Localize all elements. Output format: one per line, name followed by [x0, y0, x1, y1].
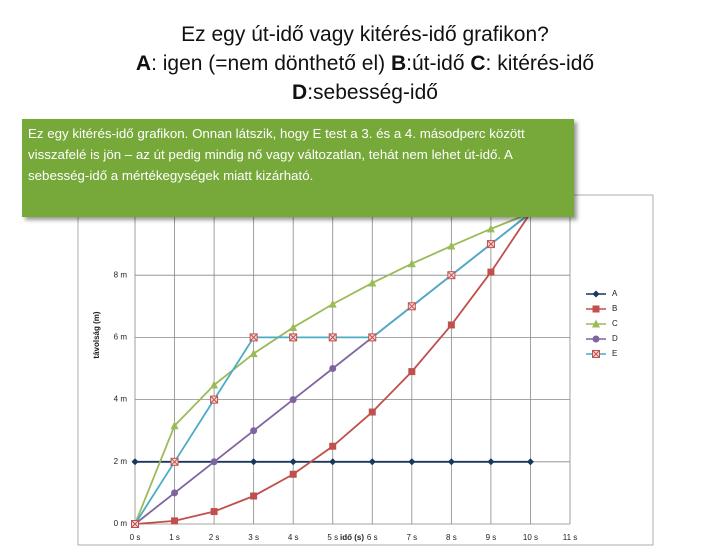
x-tick-label: 2 s: [209, 533, 220, 542]
legend-label: C: [612, 319, 618, 328]
marker: [368, 408, 376, 416]
legend-marker: [592, 290, 600, 298]
marker-cross: [368, 333, 377, 342]
marker: [210, 380, 219, 389]
marker-cross: [407, 302, 416, 311]
title-line: A: igen (=nem dönthető el) B:út-idő C: k…: [40, 49, 690, 78]
title-segment: D: [292, 81, 308, 104]
marker: [368, 278, 377, 287]
marker-cross: [131, 520, 139, 528]
x-tick-label: 8 s: [446, 533, 457, 542]
marker: [289, 470, 297, 478]
x-tick-label: 11 s: [563, 533, 578, 542]
marker: [210, 508, 218, 516]
slide-title: Ez egy út-idő vagy kitérés-idő grafikon?…: [40, 20, 690, 107]
marker: [408, 458, 416, 466]
x-tick-label: 0 s: [130, 533, 141, 542]
legend-marker: [592, 335, 600, 343]
marker: [131, 520, 139, 528]
x-tick-label: 6 s: [367, 533, 378, 542]
title-segment: A: [135, 52, 152, 75]
marker: [329, 365, 337, 372]
marker-cross: [249, 333, 258, 342]
x-tick-label: 1 s: [169, 533, 180, 542]
marker: [447, 271, 456, 280]
x-tick-label: 7 s: [406, 533, 417, 542]
marker-cross: [289, 333, 298, 342]
marker: [447, 241, 456, 250]
marker: [329, 442, 337, 450]
title-segment: :sebesség-idő: [307, 81, 438, 104]
marker: [289, 396, 297, 404]
marker: [407, 302, 416, 311]
marker: [171, 489, 179, 497]
marker: [408, 368, 416, 376]
x-tick-label: 4 s: [288, 533, 299, 542]
legend-label: D: [612, 334, 618, 343]
y-tick-label: 0 m: [114, 519, 128, 528]
title-segment: B: [390, 52, 407, 75]
title-line: D:sebesség-idő: [40, 78, 690, 107]
marker-cross: [592, 350, 600, 358]
marker: [210, 458, 218, 466]
callout: Ez egy kitérés-idő grafikon. Onnan látsz…: [22, 119, 574, 217]
chart-frame: [77, 194, 654, 546]
marker: [249, 349, 258, 358]
marker: [368, 333, 377, 342]
marker: [407, 259, 416, 268]
marker: [250, 458, 258, 466]
marker: [289, 333, 298, 342]
marker: [328, 299, 337, 308]
marker: [170, 421, 179, 430]
marker: [487, 268, 495, 276]
marker-cross: [170, 457, 179, 466]
y-axis-title: távolság (m): [92, 311, 101, 358]
marker-cross: [447, 271, 456, 280]
marker: [250, 492, 258, 500]
x-tick-label: 10 s: [523, 533, 538, 542]
title-segment: :út-idő: [406, 52, 471, 75]
y-tick-label: 8 m: [114, 270, 128, 279]
marker: [289, 322, 298, 331]
title-segment: Ez egy út-idő vagy kitérés-idő grafikon?: [181, 23, 549, 46]
legend-marker: [592, 305, 600, 313]
legend-marker: [592, 319, 600, 328]
marker: [329, 458, 337, 466]
marker-cross: [210, 395, 218, 404]
marker-cross: [328, 333, 337, 342]
title-segment: : igen (=nem dönthető el): [151, 52, 391, 75]
marker: [171, 517, 179, 525]
x-tick-label: 9 s: [486, 533, 497, 542]
legend-label: E: [612, 349, 617, 358]
marker: [210, 395, 219, 404]
marker: [250, 427, 258, 435]
x-tick-label: 3 s: [248, 533, 259, 542]
marker: [131, 458, 139, 466]
marker: [486, 240, 495, 249]
y-tick-label: 4 m: [114, 395, 128, 404]
title-segment: : kitérés-idő: [485, 52, 595, 75]
marker: [368, 458, 376, 466]
marker: [447, 321, 455, 329]
y-tick-label: 2 m: [114, 457, 128, 466]
marker: [249, 333, 258, 342]
title-line: Ez egy út-idő vagy kitérés-idő grafikon?: [40, 20, 690, 49]
marker: [328, 333, 337, 342]
legend-marker: [592, 350, 600, 358]
marker: [486, 224, 495, 233]
x-axis-title: idő (s): [340, 533, 364, 542]
x-tick-label: 5 s: [327, 533, 338, 542]
y-tick-label: 6 m: [114, 333, 128, 342]
marker: [487, 458, 495, 466]
legend-label: B: [612, 304, 617, 313]
title-segment: C: [470, 52, 486, 75]
marker: [526, 458, 534, 466]
marker: [447, 458, 455, 466]
legend-label: A: [612, 289, 618, 298]
marker: [170, 457, 179, 466]
marker: [289, 458, 297, 466]
marker-cross: [487, 240, 495, 248]
